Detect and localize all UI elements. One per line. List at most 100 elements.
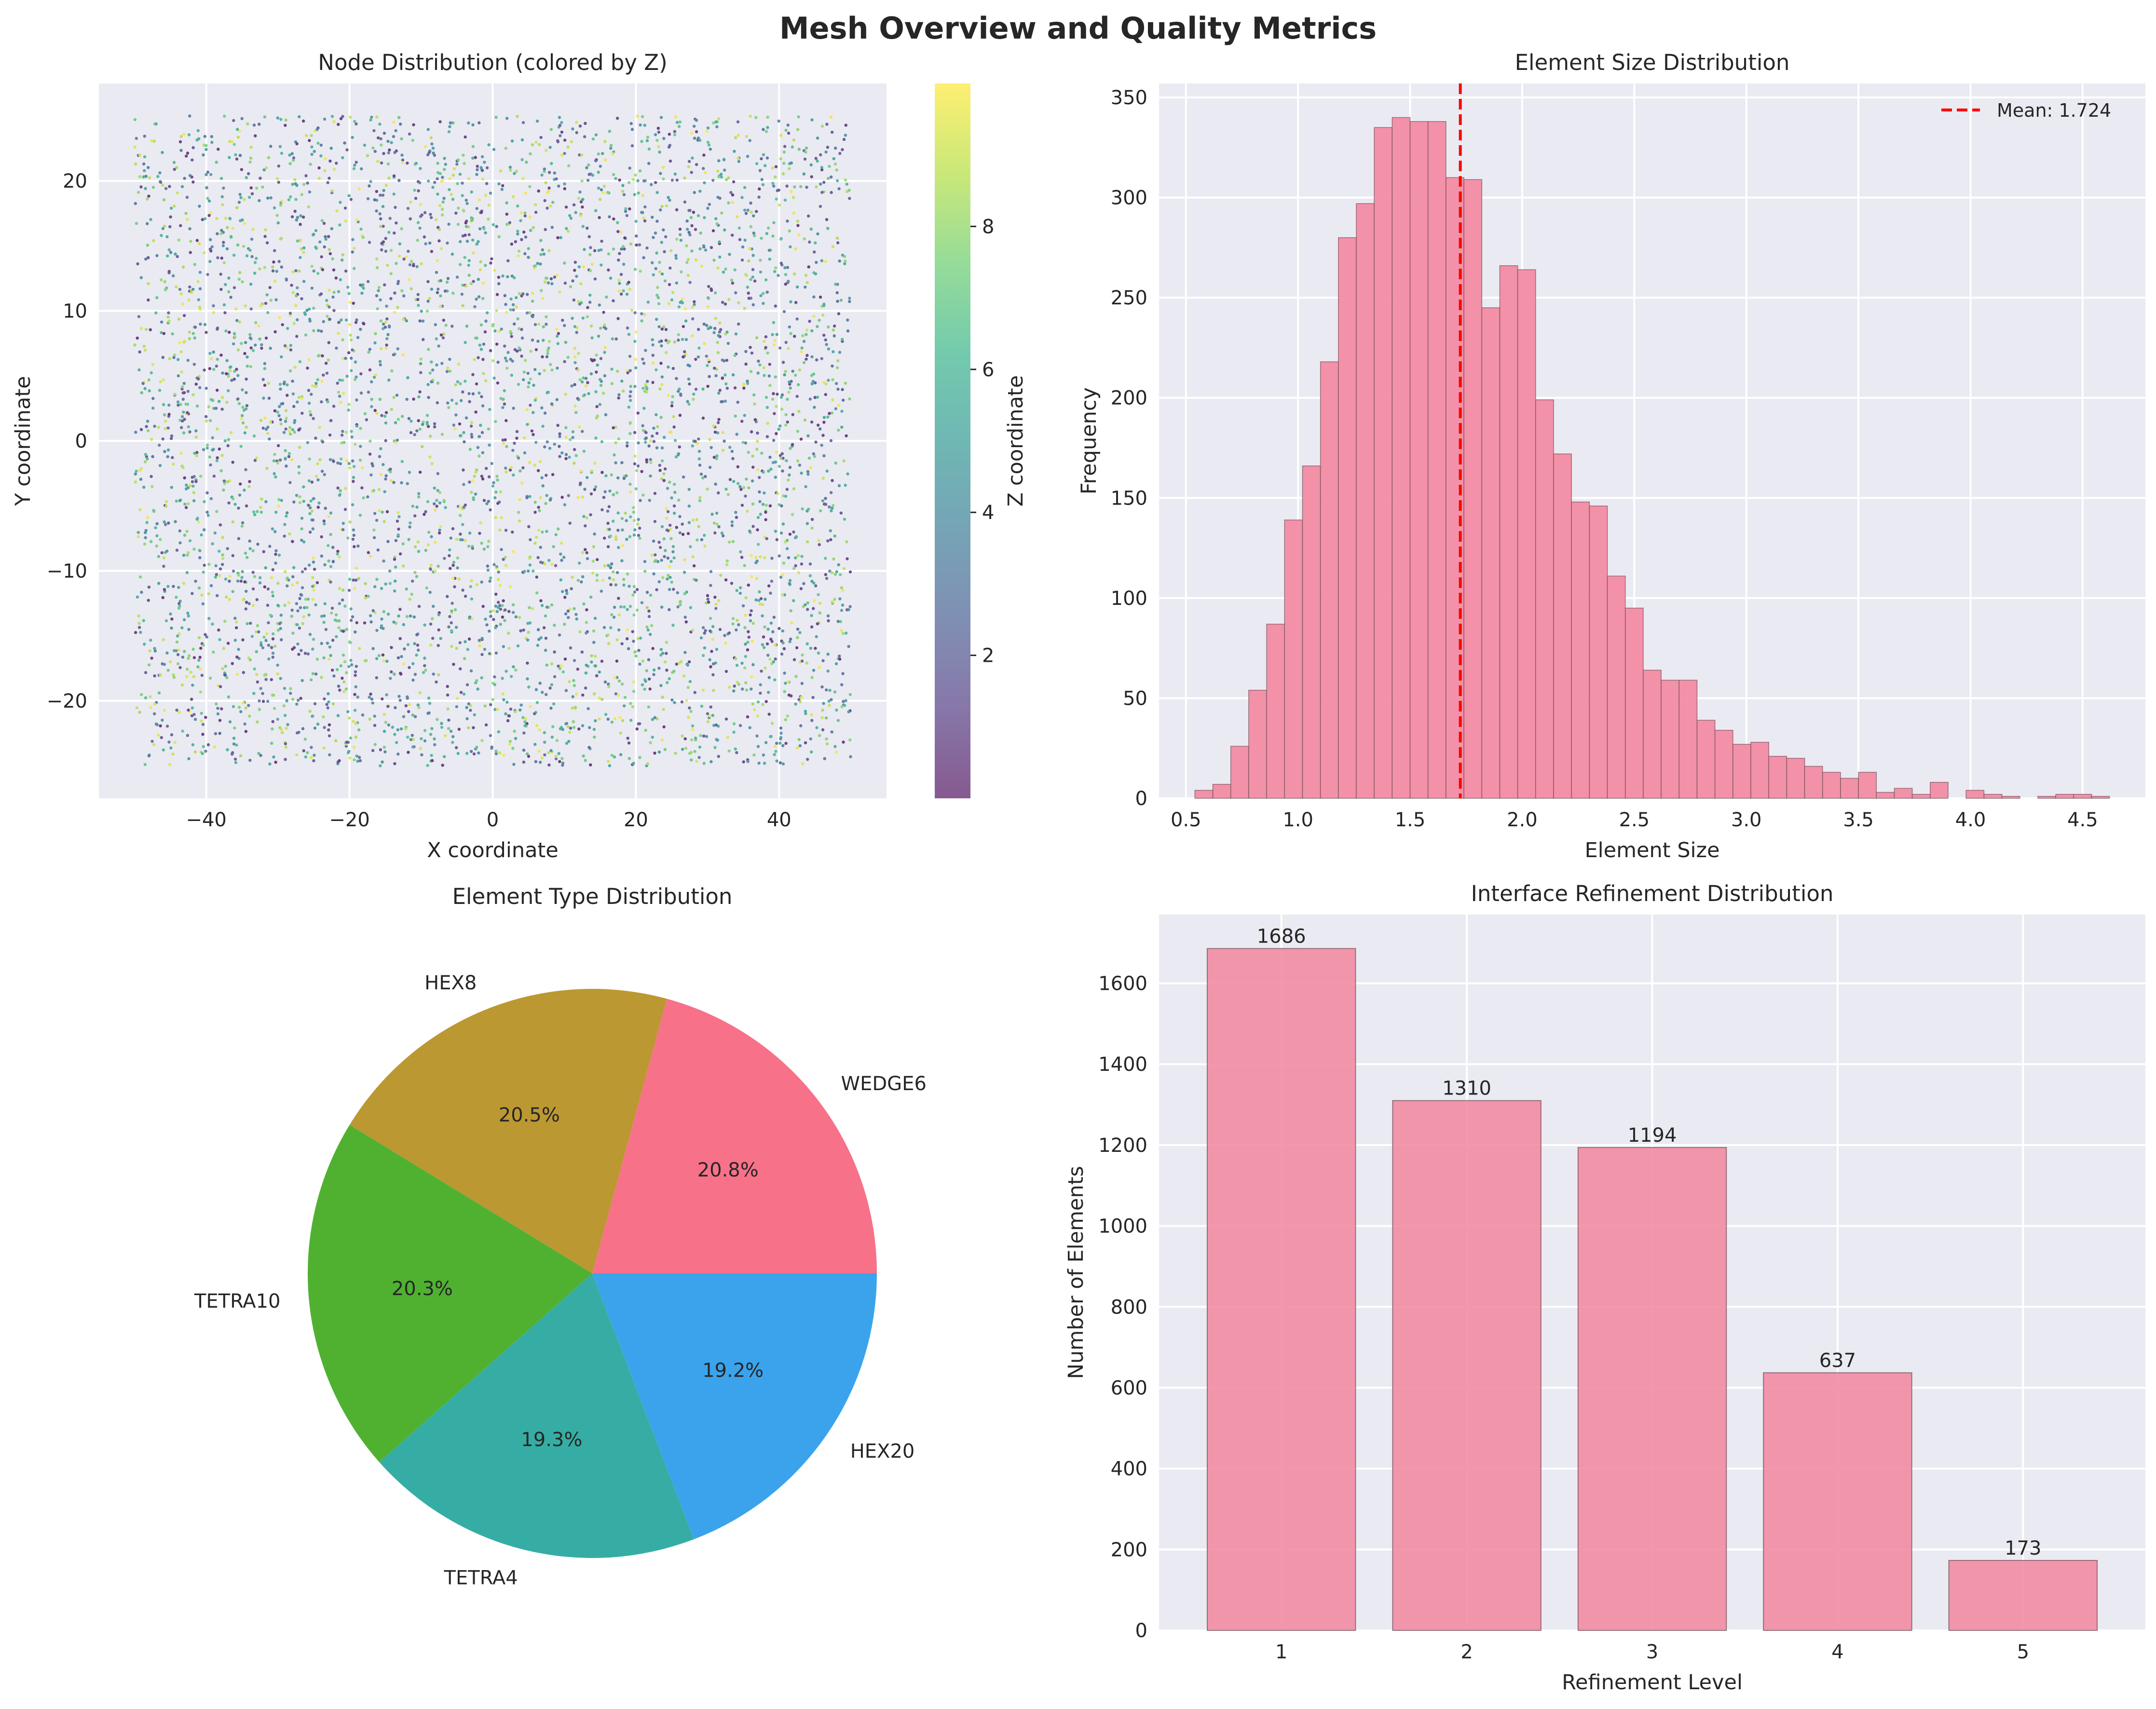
scatter-point (244, 304, 247, 308)
scatter-point (271, 720, 274, 724)
scatter-point (279, 118, 283, 121)
scatter-point (465, 717, 469, 721)
scatter-point (353, 545, 356, 548)
scatter-point (711, 178, 715, 182)
scatter-point (394, 565, 397, 569)
scatter-point (763, 556, 766, 560)
scatter-point (276, 603, 280, 607)
scatter-point (380, 347, 383, 350)
scatter-point (670, 496, 673, 500)
scatter-point (564, 457, 568, 460)
scatter-point (408, 263, 412, 267)
scatter-point (276, 717, 279, 721)
scatter-point (138, 711, 141, 714)
scatter-point (314, 437, 317, 440)
scatter-point (572, 720, 575, 724)
scatter-point (644, 383, 647, 386)
scatter-point (175, 166, 178, 169)
scatter-point (417, 189, 420, 192)
scatter-point (228, 369, 232, 372)
scatter-point (236, 243, 240, 246)
scatter-point (824, 260, 827, 263)
scatter-point (455, 746, 458, 750)
scatter-point (689, 710, 693, 713)
scatter-point (241, 421, 245, 424)
scatter-point (488, 579, 491, 583)
scatter-point (202, 448, 205, 451)
scatter-point (423, 211, 427, 214)
scatter-point (262, 550, 265, 553)
scatter-point (659, 653, 663, 657)
scatter-point (751, 622, 755, 625)
scatter-point (270, 646, 273, 649)
scatter-point (366, 197, 370, 201)
scatter-point (494, 491, 498, 494)
scatter-point (349, 618, 353, 622)
scatter-point (416, 238, 419, 242)
scatter-point (650, 624, 654, 628)
scatter-point (828, 164, 831, 168)
scatter-point (657, 325, 661, 328)
scatter-point (173, 167, 176, 171)
scatter-point (163, 413, 166, 417)
scatter-point (749, 619, 752, 623)
scatter-point (591, 359, 594, 363)
scatter-point (291, 647, 294, 651)
scatter-point (236, 579, 240, 583)
scatter-point (336, 552, 339, 556)
scatter-point (474, 470, 478, 474)
scatter-point (771, 461, 775, 465)
scatter-point (492, 376, 496, 380)
scatter-point (728, 253, 731, 256)
scatter-point (332, 405, 336, 408)
scatter-point (503, 344, 506, 348)
scatter-point (238, 271, 242, 274)
scatter-point (267, 396, 271, 400)
scatter-point (538, 728, 542, 732)
scatter-point (751, 502, 755, 506)
scatter-point (485, 502, 489, 506)
scatter-point (372, 129, 376, 133)
scatter-point (518, 346, 521, 350)
scatter-point (301, 119, 305, 123)
scatter-point (746, 286, 750, 289)
scatter-point (451, 740, 454, 744)
scatter-point (440, 362, 444, 365)
scatter-point (292, 322, 296, 325)
scatter-point (396, 418, 400, 421)
scatter-point (464, 135, 467, 139)
scatter-point (585, 663, 588, 667)
scatter-point (183, 177, 186, 180)
scatter-point (261, 646, 265, 650)
scatter-point (420, 737, 423, 740)
scatter-point (654, 232, 657, 235)
scatter-point (213, 745, 216, 749)
scatter-point (718, 240, 721, 244)
scatter-point (162, 403, 165, 406)
scatter-point (340, 433, 344, 437)
scatter-point (791, 145, 794, 149)
scatter-point (324, 157, 327, 161)
scatter-point (334, 276, 338, 280)
scatter-point (629, 515, 632, 519)
scatter-point (438, 501, 442, 505)
scatter-point (625, 537, 628, 541)
scatter-point (207, 562, 211, 566)
scatter-point (415, 429, 419, 433)
scatter-point (522, 731, 526, 735)
scatter-point (147, 194, 150, 198)
scatter-point (744, 350, 748, 353)
scatter-point (785, 184, 789, 188)
scatter-point (755, 577, 759, 580)
scatter-point (455, 163, 459, 166)
scatter-point (402, 715, 406, 718)
scatter-point (491, 359, 495, 362)
scatter-point (203, 528, 206, 532)
scatter-point (425, 586, 428, 590)
scatter-point (563, 657, 567, 661)
scatter-point (499, 490, 503, 493)
scatter-point (147, 599, 150, 602)
scatter-point (323, 726, 326, 729)
scatter-point (423, 513, 426, 516)
scatter-point (462, 506, 465, 509)
